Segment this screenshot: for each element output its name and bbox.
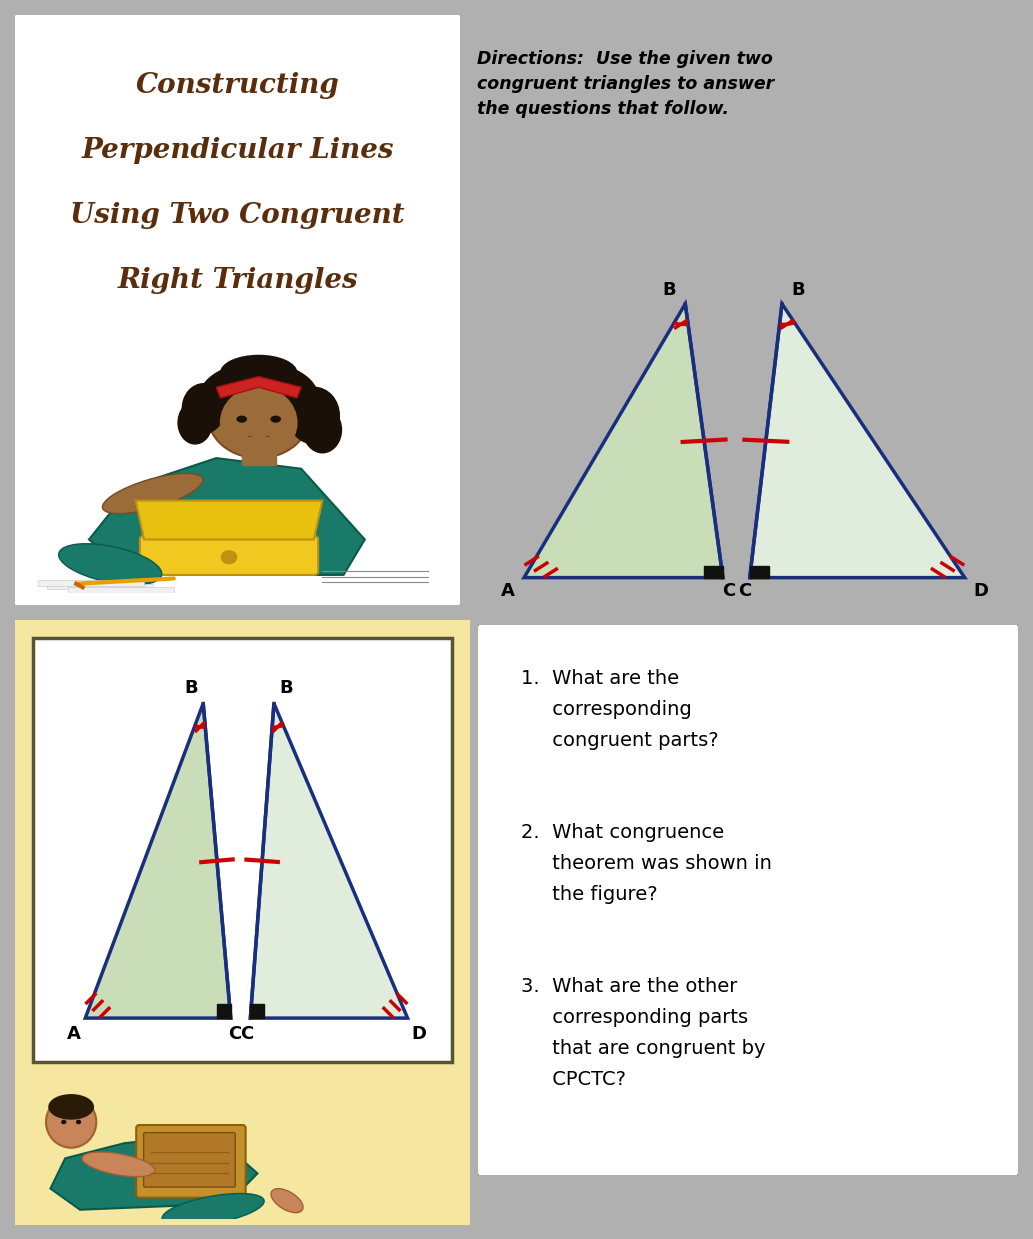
Ellipse shape bbox=[59, 544, 162, 585]
FancyBboxPatch shape bbox=[12, 12, 462, 608]
Polygon shape bbox=[217, 1005, 230, 1018]
Ellipse shape bbox=[183, 384, 225, 434]
Text: C: C bbox=[722, 582, 734, 601]
Ellipse shape bbox=[220, 388, 296, 458]
Text: D: D bbox=[973, 582, 989, 601]
Polygon shape bbox=[750, 566, 769, 577]
Ellipse shape bbox=[237, 415, 247, 422]
Polygon shape bbox=[86, 704, 230, 1018]
Text: A: A bbox=[66, 1025, 81, 1043]
FancyBboxPatch shape bbox=[144, 1132, 236, 1187]
Text: B: B bbox=[185, 679, 198, 696]
Ellipse shape bbox=[288, 388, 340, 444]
Polygon shape bbox=[524, 304, 723, 577]
Text: Directions:  Use the given two
congruent triangles to answer
the questions that : Directions: Use the given two congruent … bbox=[477, 51, 774, 119]
Polygon shape bbox=[705, 566, 723, 577]
Text: B: B bbox=[791, 281, 805, 299]
FancyBboxPatch shape bbox=[136, 1125, 246, 1198]
Text: Right Triangles: Right Triangles bbox=[117, 266, 357, 294]
Ellipse shape bbox=[199, 363, 318, 434]
Circle shape bbox=[46, 1097, 96, 1147]
Ellipse shape bbox=[75, 1120, 82, 1124]
Text: 2.  What congruence
     theorem was shown in
     the figure?: 2. What congruence theorem was shown in … bbox=[522, 823, 772, 904]
Polygon shape bbox=[89, 458, 365, 575]
Ellipse shape bbox=[82, 1152, 155, 1177]
FancyBboxPatch shape bbox=[38, 580, 145, 586]
Bar bbox=[242, 437, 276, 465]
Text: C: C bbox=[228, 1025, 242, 1043]
FancyBboxPatch shape bbox=[475, 622, 1021, 1178]
FancyBboxPatch shape bbox=[46, 584, 153, 589]
Text: B: B bbox=[662, 281, 676, 299]
Circle shape bbox=[221, 551, 237, 564]
Text: Using Two Congruent: Using Two Congruent bbox=[70, 202, 405, 229]
Ellipse shape bbox=[49, 1095, 93, 1119]
Ellipse shape bbox=[271, 415, 281, 422]
FancyBboxPatch shape bbox=[10, 615, 474, 1232]
Polygon shape bbox=[250, 704, 408, 1018]
Text: C: C bbox=[240, 1025, 253, 1043]
Text: 3.  What are the other
     corresponding parts
     that are congruent by
     : 3. What are the other corresponding part… bbox=[522, 978, 765, 1089]
Polygon shape bbox=[216, 377, 302, 398]
Ellipse shape bbox=[162, 1193, 264, 1225]
Text: D: D bbox=[412, 1025, 427, 1043]
Ellipse shape bbox=[61, 1120, 66, 1124]
Ellipse shape bbox=[271, 1188, 303, 1213]
Text: Perpendicular Lines: Perpendicular Lines bbox=[82, 138, 394, 165]
Circle shape bbox=[208, 373, 310, 458]
Polygon shape bbox=[250, 1005, 264, 1018]
Ellipse shape bbox=[102, 473, 202, 514]
Ellipse shape bbox=[178, 401, 212, 444]
Text: B: B bbox=[279, 679, 292, 696]
Ellipse shape bbox=[304, 406, 342, 452]
FancyBboxPatch shape bbox=[33, 638, 451, 1062]
Polygon shape bbox=[750, 304, 965, 577]
Text: Constructing: Constructing bbox=[135, 72, 340, 99]
Polygon shape bbox=[135, 501, 322, 539]
Text: A: A bbox=[501, 582, 514, 601]
Text: 1.  What are the
     corresponding
     congruent parts?: 1. What are the corresponding congruent … bbox=[522, 669, 719, 750]
Polygon shape bbox=[51, 1134, 257, 1209]
FancyBboxPatch shape bbox=[139, 536, 318, 575]
FancyBboxPatch shape bbox=[68, 587, 174, 592]
Ellipse shape bbox=[220, 356, 296, 390]
Text: C: C bbox=[738, 582, 751, 601]
